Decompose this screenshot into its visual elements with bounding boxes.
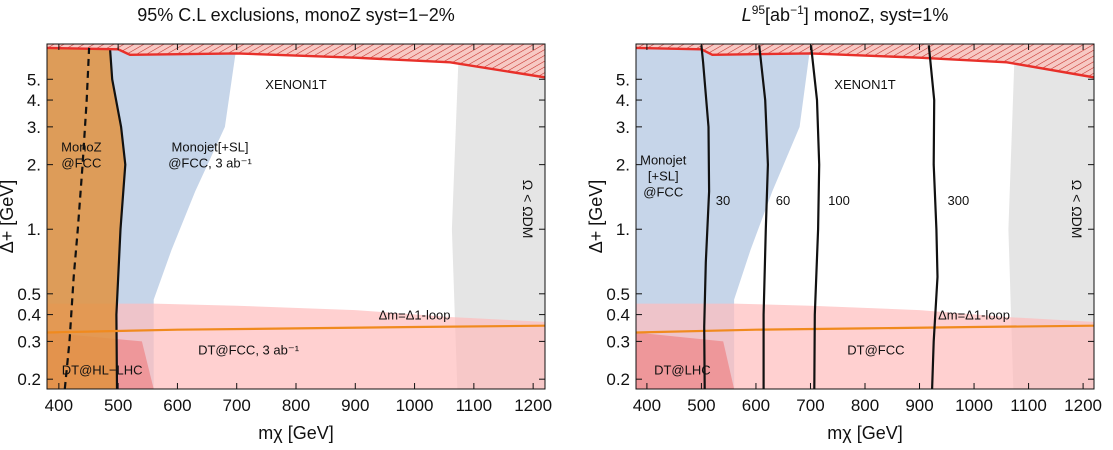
x-tick-label: 800 [282, 396, 310, 415]
y-tick-label: 0.3 [17, 332, 41, 351]
x-tick-label: 1000 [955, 396, 993, 415]
x-axis-label: mχ [GeV] [258, 423, 333, 443]
right-title-sup-95: 95 [752, 3, 766, 17]
y-tick-label: 1. [616, 220, 630, 239]
annotation-0: XENON1T [834, 77, 895, 92]
delta-m-1loop-line [47, 324, 545, 334]
y-tick-label: 0.5 [606, 285, 630, 304]
x-tick-label: 1000 [396, 396, 434, 415]
y-tick-label: 5. [616, 70, 630, 89]
right-title-sup-minus1: −1 [790, 3, 804, 17]
x-tick-label: 800 [851, 396, 879, 415]
x-axis-label: mχ [GeV] [827, 423, 902, 443]
right-chart-panel: L95[ab−1] monoZ, syst=1% 30 60 100 300 XENON… [586, 3, 1102, 443]
dt-fcc-region [636, 303, 1094, 389]
left-chart-title-text: 95% C.L exclusions, monoZ syst=1−2% [137, 5, 455, 25]
right-title-ab: [ab [765, 5, 790, 25]
xenon1t-region [636, 44, 1094, 78]
dt-lhc-region [636, 332, 735, 389]
y-tick-label: 2. [27, 156, 41, 175]
y-tick-label: 0.2 [606, 370, 630, 389]
x-tick-label: 1100 [1010, 396, 1047, 415]
y-tick-label: 4. [616, 91, 630, 110]
left-chart-panel: 95% C.L exclusions, monoZ syst=1−2% XENO… [0, 5, 552, 443]
left-chart-title: 95% C.L exclusions, monoZ syst=1−2% [137, 5, 455, 25]
annotation-3: DT@FCC, 3 ab⁻¹ [198, 343, 300, 358]
right-title-l: L [742, 5, 752, 25]
x-tick-label: 1100 [456, 396, 493, 415]
right-chart-title: L95[ab−1] monoZ, syst=1% [742, 3, 949, 25]
y-tick-label: 1. [27, 220, 41, 239]
y-tick-label: 0.4 [17, 306, 41, 325]
annotation-0: XENON1T [265, 77, 326, 92]
x-tick-label: 900 [905, 396, 933, 415]
xenon1t-region [47, 44, 545, 78]
omega-dm-region [451, 44, 545, 389]
x-tick-label: 400 [45, 396, 73, 415]
omega-dm-label: Ω < ΩDM [1069, 180, 1085, 239]
contour-label-300: 300 [948, 193, 970, 208]
annotation-4: Δm=Δ1-loop [938, 307, 1010, 322]
y-tick-label: 0.2 [17, 370, 41, 389]
y-axis-label: Δ+ [GeV] [0, 180, 17, 254]
luminosity-contour-60 [758, 45, 770, 389]
contour-label-100: 100 [828, 193, 850, 208]
plot-area: XENON1T MonoZ @FCC Monojet[+SL] @FCC, 3 ab⁻¹… [47, 44, 545, 389]
annotation-5: Δm=Δ1-loop [379, 307, 451, 322]
y-tick-label: 0.5 [17, 285, 41, 304]
annotation-2: DT@FCC [847, 343, 904, 358]
y-tick-label: 3. [27, 118, 41, 137]
x-tick-label: 500 [104, 396, 132, 415]
annotation-4: DT@HL−LHC [62, 363, 143, 378]
x-tick-label: 600 [163, 396, 191, 415]
dt-fcc-region [47, 303, 545, 389]
luminosity-contour-300 [927, 45, 939, 389]
annotation-1: MonoZ @FCC [61, 140, 102, 171]
x-tick-label: 600 [742, 396, 770, 415]
y-tick-label: 0.3 [606, 332, 630, 351]
x-tick-label: 700 [796, 396, 824, 415]
x-tick-label: 400 [633, 396, 661, 415]
monoz-boundary-line [108, 45, 127, 389]
x-tick-label: 500 [687, 396, 715, 415]
x-tick-label: 900 [341, 396, 369, 415]
x-tick-label: 1200 [1064, 396, 1102, 415]
monoz-region [47, 44, 126, 389]
y-tick-label: 4. [27, 91, 41, 110]
annotation-1: Monojet [+SL] @FCC [640, 153, 687, 200]
y-tick-label: 3. [616, 118, 630, 137]
luminosity-contour-100 [809, 45, 821, 389]
right-title-rest: ] monoZ, syst=1% [804, 5, 949, 25]
annotation-3: DT@LHC [654, 363, 711, 378]
y-tick-label: 5. [27, 70, 41, 89]
x-tick-label: 700 [223, 396, 251, 415]
y-tick-label: 2. [616, 156, 630, 175]
contour-label-60: 60 [776, 193, 790, 208]
monoz-dashed-line [63, 47, 91, 389]
luminosity-contour-30 [700, 45, 711, 389]
y-axis-label: Δ+ [GeV] [586, 180, 606, 254]
omega-dm-region [1008, 44, 1094, 389]
omega-dm-label: Ω < ΩDM [520, 180, 536, 239]
annotation-2: Monojet[+SL] @FCC, 3 ab⁻¹ [168, 140, 252, 171]
contour-label-30: 30 [716, 193, 730, 208]
delta-m-1loop-line [636, 324, 1094, 334]
plot-area: 30 60 100 300 XENON1T Monojet [+SL] @FCC DT@FCC D… [636, 44, 1094, 389]
y-tick-label: 0.4 [606, 306, 630, 325]
x-tick-label: 1200 [514, 396, 552, 415]
